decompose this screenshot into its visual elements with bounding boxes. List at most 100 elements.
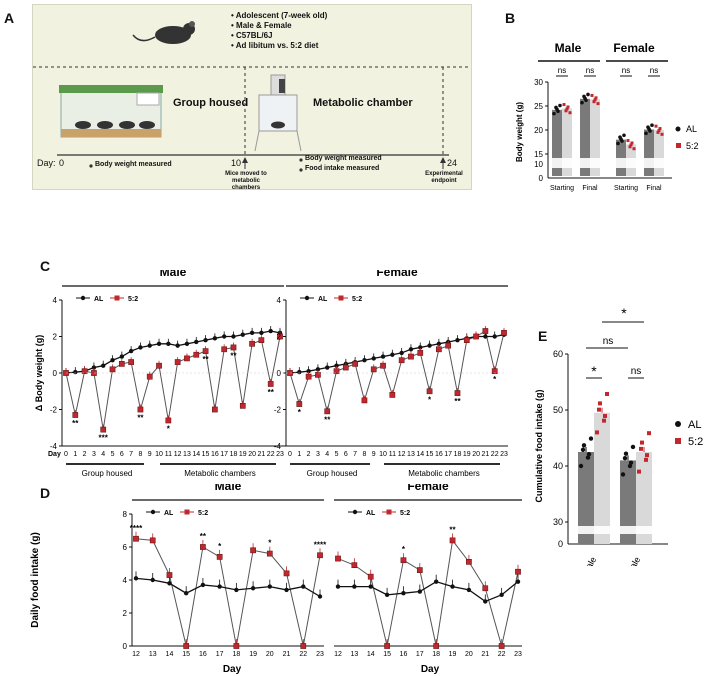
- series-al-line: [289, 334, 505, 374]
- point-al: [249, 330, 255, 336]
- point-al: [622, 133, 626, 138]
- point-52: [592, 100, 596, 104]
- point-al: [418, 345, 423, 350]
- point-52: [628, 145, 632, 149]
- point-al: [581, 443, 587, 448]
- y-tick-label: 30: [534, 78, 543, 87]
- x-tick-label: 1: [73, 451, 77, 458]
- x-tick-label: 12: [334, 651, 342, 658]
- axis-break: [578, 526, 594, 534]
- x-tick-label: 20: [266, 651, 274, 658]
- x-tick-label: 12: [398, 451, 406, 458]
- experiment-design-panel: • Adolescent (7-week old) • Male & Femal…: [32, 4, 472, 191]
- point-52: [156, 362, 162, 369]
- point-al: [315, 367, 321, 372]
- y-tick-label: 15: [534, 150, 543, 159]
- legend-al-marker: [675, 421, 681, 427]
- sig-label-male: *: [591, 363, 597, 379]
- point-al: [417, 589, 423, 594]
- point-52: [277, 333, 283, 340]
- point-al: [334, 363, 339, 368]
- point-52: [200, 544, 206, 550]
- panel-title-male: Male: [160, 270, 187, 279]
- group-title-male: Male: [555, 41, 582, 55]
- point-52: [597, 407, 601, 412]
- point-al: [133, 576, 139, 581]
- legend-52-label: 5:2: [686, 141, 699, 151]
- sig-label: ns: [650, 66, 658, 75]
- bar-al: [578, 452, 594, 544]
- axis-break: [580, 158, 590, 168]
- x-tick-label: 7: [353, 451, 357, 458]
- x-tick-label: 9: [148, 451, 152, 458]
- x-tick-label: 3: [316, 451, 320, 458]
- y-tick-label: 0: [277, 369, 282, 378]
- x-tick-label: Final: [582, 185, 598, 192]
- point-al: [408, 347, 414, 352]
- point-52: [351, 562, 358, 569]
- point-al: [499, 592, 504, 598]
- point-52: [501, 330, 507, 336]
- point-al: [138, 345, 143, 350]
- legend-al-marker: [675, 126, 681, 132]
- y-tick-label: -2: [274, 406, 282, 415]
- x-tick-label: 4: [325, 451, 329, 458]
- point-52: [267, 381, 274, 387]
- axis-break: [552, 158, 562, 168]
- point-52: [454, 390, 461, 396]
- axis-break: [616, 158, 626, 168]
- legend-al-label: AL: [688, 419, 701, 431]
- y-tick-label: 25: [534, 102, 543, 111]
- y-tick-label: 2: [277, 333, 282, 342]
- point-52: [473, 333, 479, 340]
- bullet-strain: • C57BL/6J: [231, 31, 273, 40]
- x-tick-label: 18: [230, 451, 238, 458]
- x-tick-label: 18: [232, 651, 240, 658]
- point-52: [389, 392, 396, 398]
- sig-label: ns: [558, 66, 566, 75]
- point-52: [342, 364, 349, 371]
- significance-star: **: [137, 414, 144, 423]
- point-52: [367, 573, 374, 580]
- x-tick-label: 16: [211, 451, 219, 458]
- legend-52-marker: [676, 143, 681, 148]
- day-0: 0: [59, 158, 65, 168]
- point-al: [91, 365, 97, 370]
- point-52: [216, 554, 223, 560]
- mouse-icon: [132, 21, 195, 44]
- point-al: [585, 455, 591, 460]
- legend-52-marker: [184, 509, 190, 515]
- point-52: [498, 643, 505, 649]
- point-al: [588, 436, 594, 441]
- point-52: [361, 397, 368, 404]
- point-al: [466, 587, 472, 593]
- point-52: [417, 350, 424, 356]
- point-al: [217, 584, 222, 589]
- y-tick-label: 4: [53, 296, 58, 305]
- point-52: [656, 130, 660, 134]
- y-tick-label: 30: [553, 517, 563, 527]
- point-al: [644, 131, 648, 136]
- point-al: [221, 334, 227, 339]
- point-52: [566, 105, 570, 109]
- point-al: [73, 369, 78, 375]
- point-52: [239, 403, 246, 409]
- axis-break: [636, 526, 652, 534]
- x-tick-label: 19: [249, 651, 257, 658]
- x-tick-label: 23: [276, 451, 284, 458]
- x-tick-label: 8: [362, 451, 366, 458]
- x-tick-label: 11: [165, 451, 172, 458]
- legend-al-marker: [352, 509, 358, 515]
- point-52: [564, 109, 568, 113]
- legend-al-label: AL: [318, 296, 328, 303]
- point-al: [620, 472, 626, 477]
- x-tick-label: 15: [202, 451, 210, 458]
- point-52: [598, 401, 602, 406]
- bullet-sex: • Male & Female: [231, 21, 292, 30]
- x-tick-label: 23: [514, 651, 522, 658]
- sig-label-across-star: *: [621, 305, 627, 321]
- x-tick-label: Female: [619, 555, 643, 566]
- bar-52: [562, 108, 572, 176]
- significance-star: *: [298, 408, 302, 417]
- bar-al: [616, 139, 626, 176]
